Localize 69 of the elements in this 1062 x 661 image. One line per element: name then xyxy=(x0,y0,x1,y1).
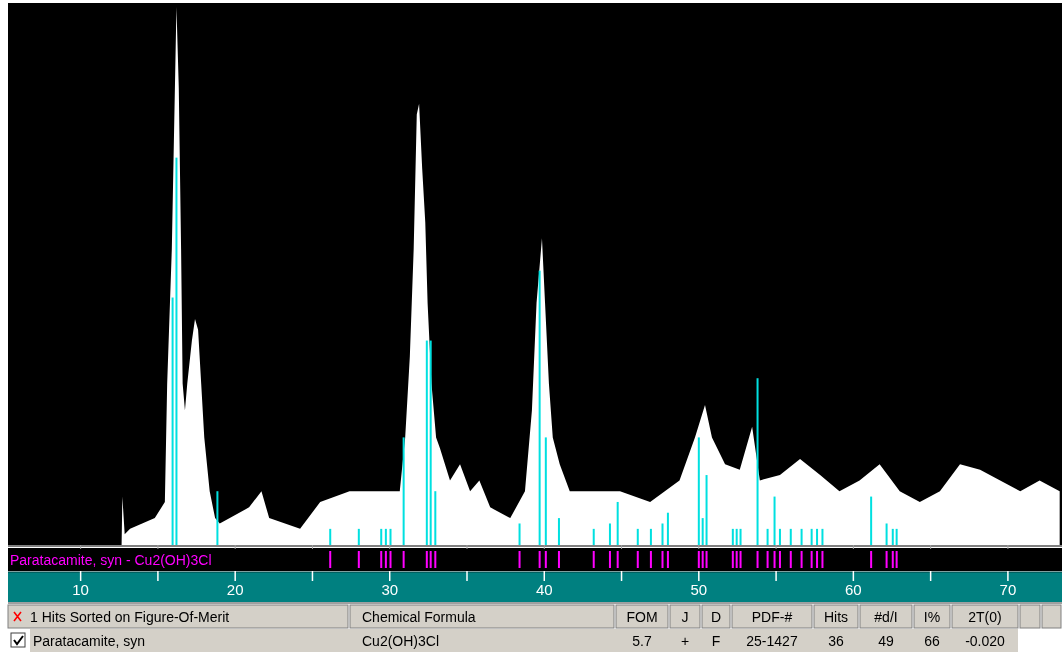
x-tick-label: 40 xyxy=(535,581,553,598)
bar xyxy=(789,528,792,545)
text: 5.7 xyxy=(632,633,652,649)
bar xyxy=(592,528,595,545)
text: 49 xyxy=(878,633,894,649)
text: I% xyxy=(923,609,941,625)
text: FOM xyxy=(626,609,658,625)
bar xyxy=(389,528,392,545)
bar xyxy=(538,270,541,545)
text: 36 xyxy=(828,633,844,649)
text: #d/I xyxy=(874,609,898,625)
bar xyxy=(616,501,619,545)
bar xyxy=(666,512,669,545)
bar xyxy=(870,496,873,545)
bar xyxy=(661,523,664,545)
bar xyxy=(701,518,704,545)
bar xyxy=(697,437,700,545)
bar xyxy=(608,523,611,545)
bar xyxy=(731,528,734,545)
bar xyxy=(544,437,547,545)
text: 25-1427 xyxy=(746,633,798,649)
bar xyxy=(329,528,332,545)
x-tick-label: 70 xyxy=(999,581,1017,598)
series-label: Paratacamite, syn - Cu2(OH)3Cl xyxy=(10,552,212,568)
x-tick-label: 50 xyxy=(690,581,708,598)
bar xyxy=(518,523,521,545)
text: + xyxy=(680,633,690,649)
bar xyxy=(425,340,428,545)
x-tick-label: 10 xyxy=(72,581,89,598)
text: D xyxy=(710,609,722,625)
bar xyxy=(380,528,383,545)
bar xyxy=(705,475,708,545)
bar xyxy=(175,157,178,545)
bar xyxy=(216,491,219,545)
text: Paratacamite, syn xyxy=(33,633,146,649)
bar xyxy=(810,528,813,545)
text: 2T(0) xyxy=(968,609,1002,625)
bar xyxy=(384,528,387,545)
bar xyxy=(885,523,888,545)
text: PDF-# xyxy=(751,609,793,625)
text: Chemical Formula xyxy=(362,609,476,625)
text: -0.020 xyxy=(965,633,1006,649)
bar xyxy=(895,528,898,545)
bar xyxy=(735,528,738,545)
bar xyxy=(357,528,360,545)
bar xyxy=(756,378,759,545)
bar xyxy=(402,437,405,545)
text: Cu2(OH)3Cl xyxy=(362,633,440,649)
bar xyxy=(434,491,437,545)
text: Hits xyxy=(823,609,849,625)
text: 1 Hits Sorted on Figure-Of-Merit xyxy=(30,609,230,625)
bar xyxy=(739,528,742,545)
bar xyxy=(891,528,894,545)
bar xyxy=(773,496,776,545)
x-tick-label: 20 xyxy=(226,581,244,598)
bar xyxy=(766,528,769,545)
bar xyxy=(778,528,781,545)
bar xyxy=(429,340,432,545)
bar xyxy=(816,528,819,545)
bar xyxy=(557,518,560,545)
x-tick-label: 60 xyxy=(845,581,862,598)
bar xyxy=(636,528,639,545)
text: J xyxy=(681,609,689,625)
text: 66 xyxy=(924,633,940,649)
x-tick-label: 30 xyxy=(381,581,399,598)
text: F xyxy=(711,633,721,649)
bar xyxy=(649,528,652,545)
bar xyxy=(821,528,824,545)
bar xyxy=(800,528,803,545)
